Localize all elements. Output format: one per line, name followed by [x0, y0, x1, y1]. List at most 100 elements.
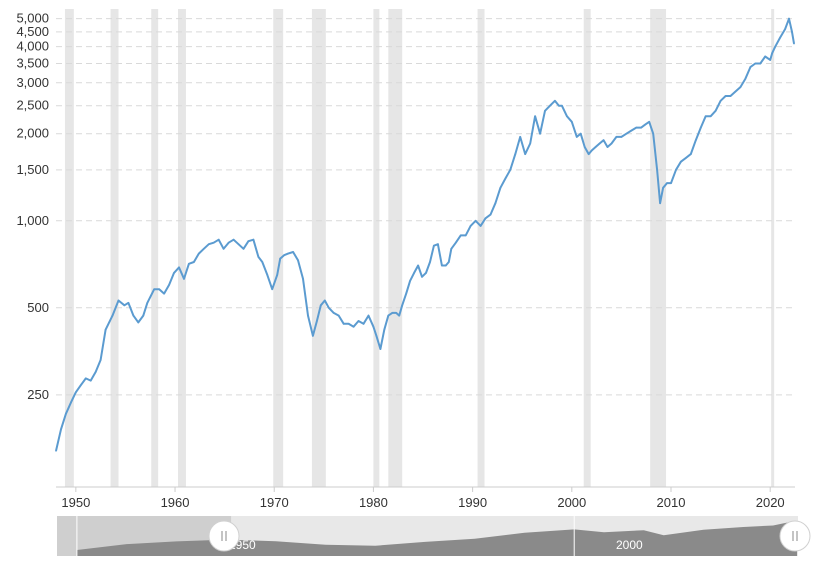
- y-tick-label: 4,500: [16, 24, 49, 39]
- data-point: [529, 142, 531, 145]
- data-point: [337, 314, 340, 317]
- data-point: [793, 42, 795, 45]
- data-point: [441, 264, 443, 267]
- data-point: [79, 384, 82, 386]
- data-point: [598, 142, 601, 145]
- x-tick-label: 2010: [657, 495, 686, 510]
- data-point: [524, 153, 526, 155]
- navigator-handle-right[interactable]: [779, 520, 811, 552]
- data-point: [433, 244, 435, 247]
- recession-bands: [64, 9, 775, 487]
- data-point: [774, 45, 776, 48]
- data-point: [111, 314, 114, 317]
- data-point: [421, 275, 423, 278]
- data-point: [659, 202, 661, 205]
- data-point: [183, 277, 185, 280]
- y-axis: 250 500 1,000 1,500 2,000 2,500 3,000 3,5004,00…: [16, 11, 49, 402]
- y-tick-label: 4,000: [16, 39, 49, 54]
- recession-band: [151, 9, 159, 487]
- data-point: [744, 77, 747, 80]
- data-point: [630, 129, 633, 132]
- x-tick-label: 1980: [359, 495, 388, 510]
- data-point: [648, 120, 650, 123]
- data-point: [237, 243, 240, 245]
- data-point: [327, 306, 330, 309]
- data-point: [615, 136, 618, 138]
- navigator-label-2000: 2000: [616, 538, 643, 552]
- data-point: [332, 312, 335, 314]
- data-point: [594, 146, 597, 148]
- navigator[interactable]: 1950 2000: [57, 516, 811, 556]
- data-point: [287, 252, 289, 255]
- navigator-handle-left[interactable]: [208, 520, 240, 552]
- data-point: [610, 142, 613, 145]
- data-point: [644, 123, 647, 126]
- data-point: [357, 320, 360, 322]
- y-tick-label: 500: [27, 300, 49, 315]
- recession-band: [273, 9, 284, 487]
- data-point: [620, 136, 623, 138]
- data-point: [146, 302, 149, 304]
- data-point: [212, 241, 215, 244]
- navigator-area: [76, 522, 797, 556]
- data-point: [539, 132, 541, 135]
- data-point: [494, 202, 497, 205]
- data-point: [271, 288, 274, 290]
- data-point: [670, 182, 672, 184]
- data-point: [413, 272, 415, 274]
- data-point: [739, 86, 742, 88]
- data-point: [207, 243, 210, 245]
- recession-band: [311, 9, 326, 487]
- data-point: [469, 225, 472, 227]
- recession-band: [771, 9, 775, 487]
- recession-band: [110, 9, 119, 487]
- data-point: [307, 314, 309, 317]
- x-tick-label: 2020: [756, 495, 785, 510]
- data-point: [448, 261, 450, 263]
- data-point: [398, 314, 401, 317]
- data-point: [788, 17, 790, 20]
- data-point: [227, 241, 230, 244]
- data-point: [558, 104, 560, 107]
- data-point: [575, 136, 578, 138]
- data-point: [222, 247, 225, 250]
- data-point: [266, 274, 269, 276]
- data-point: [163, 292, 165, 295]
- data-point: [724, 95, 727, 97]
- recession-band: [583, 9, 591, 487]
- data-point: [484, 217, 487, 220]
- data-point: [383, 328, 386, 331]
- data-point: [719, 99, 722, 102]
- data-point: [704, 115, 707, 117]
- data-point: [409, 279, 411, 282]
- data-point: [729, 95, 732, 97]
- x-tick-label: 1950: [61, 495, 90, 510]
- recession-band: [388, 9, 403, 487]
- data-point: [127, 302, 130, 304]
- data-point: [699, 126, 702, 129]
- data-point: [312, 335, 314, 337]
- data-point: [656, 169, 658, 171]
- data-point: [625, 132, 628, 135]
- recession-band: [373, 9, 380, 487]
- data-point: [395, 312, 398, 314]
- data-point: [514, 153, 517, 155]
- data-point: [324, 299, 326, 302]
- data-point: [566, 115, 568, 117]
- data-point: [791, 31, 793, 33]
- data-point: [445, 264, 447, 267]
- data-point: [769, 59, 772, 61]
- data-point: [709, 115, 712, 117]
- data-point: [94, 371, 97, 373]
- data-point: [579, 132, 582, 135]
- data-point: [771, 52, 773, 54]
- x-tick-label: 1960: [161, 495, 190, 510]
- data-point: [464, 234, 467, 237]
- data-point: [203, 247, 205, 250]
- plot-area: [55, 17, 795, 452]
- data-point: [168, 284, 170, 286]
- data-point: [276, 274, 279, 276]
- data-point: [571, 120, 573, 123]
- data-point: [261, 261, 264, 263]
